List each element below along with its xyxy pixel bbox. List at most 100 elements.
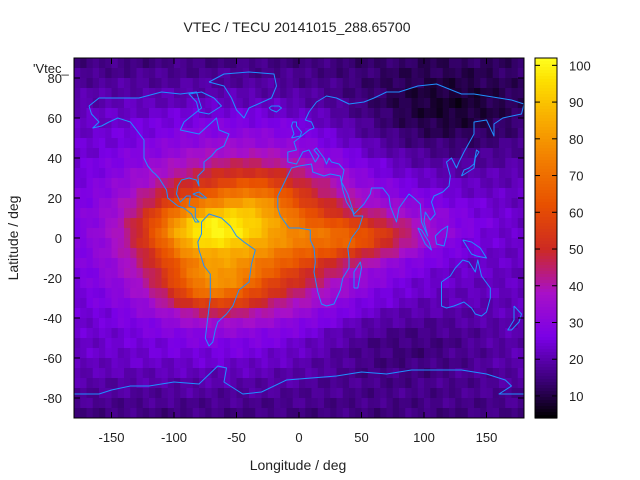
- heatmap-cell: [155, 198, 163, 209]
- heatmap-cell: [117, 238, 125, 249]
- heatmap-cell: [230, 318, 238, 329]
- heatmap-cell: [374, 308, 381, 319]
- heatmap-cell: [211, 88, 219, 99]
- heatmap-cell: [317, 348, 325, 359]
- heatmap-cell: [136, 228, 144, 239]
- heatmap-cell: [305, 268, 313, 279]
- heatmap-cell: [236, 378, 244, 389]
- heatmap-cell: [467, 398, 475, 409]
- heatmap-cell: [405, 228, 413, 239]
- heatmap-cell: [74, 338, 81, 349]
- heatmap-cell: [505, 128, 513, 139]
- heatmap-cell: [230, 178, 238, 189]
- heatmap-cell: [111, 288, 119, 299]
- heatmap-cell: [380, 148, 388, 159]
- heatmap-cell: [236, 128, 244, 139]
- heatmap-cell: [317, 218, 325, 229]
- heatmap-cell: [480, 118, 488, 129]
- heatmap-cell: [92, 168, 100, 179]
- heatmap-cell: [442, 88, 450, 99]
- heatmap-cell: [261, 128, 269, 139]
- heatmap-cell: [199, 98, 206, 109]
- heatmap-cell: [92, 318, 100, 329]
- heatmap-cell: [217, 188, 225, 199]
- heatmap-cell: [230, 168, 238, 179]
- heatmap-cell: [330, 318, 338, 329]
- heatmap-cell: [424, 198, 431, 209]
- heatmap-cell: [380, 58, 388, 69]
- heatmap-cell: [155, 58, 163, 69]
- heatmap-cell: [111, 68, 119, 79]
- heatmap-cell: [367, 378, 375, 389]
- heatmap-cell: [399, 258, 406, 269]
- heatmap-cell: [461, 58, 469, 69]
- heatmap-cell: [161, 358, 169, 369]
- heatmap-cell: [492, 108, 500, 119]
- heatmap-cell: [124, 338, 131, 349]
- heatmap-cell: [292, 308, 300, 319]
- heatmap-cell: [311, 298, 319, 309]
- heatmap-cell: [105, 128, 113, 139]
- colorbar-band: [535, 139, 557, 143]
- heatmap-cell: [511, 108, 519, 119]
- heatmap-cell: [86, 328, 94, 339]
- heatmap-cell: [311, 168, 319, 179]
- heatmap-cell: [505, 198, 513, 209]
- heatmap-cell: [392, 268, 400, 279]
- heatmap-cell: [124, 138, 131, 149]
- heatmap-cell: [199, 138, 206, 149]
- heatmap-cell: [317, 138, 325, 149]
- heatmap-cell: [492, 58, 500, 69]
- heatmap-cell: [161, 158, 169, 169]
- heatmap-cell: [311, 108, 319, 119]
- heatmap-cell: [192, 168, 200, 179]
- heatmap-cell: [242, 298, 250, 309]
- heatmap-cell: [255, 378, 263, 389]
- heatmap-cell: [292, 278, 300, 289]
- heatmap-cell: [374, 148, 381, 159]
- heatmap-cell: [99, 258, 106, 269]
- heatmap-cell: [161, 118, 169, 129]
- colorbar-band: [535, 328, 557, 332]
- heatmap-cell: [249, 268, 256, 279]
- heatmap-cell: [411, 98, 419, 109]
- heatmap-cell: [511, 238, 519, 249]
- heatmap-cell: [261, 288, 269, 299]
- heatmap-cell: [361, 158, 369, 169]
- heatmap-cell: [399, 148, 406, 159]
- heatmap-cell: [455, 388, 463, 399]
- heatmap-cell: [261, 238, 269, 249]
- heatmap-cell: [211, 238, 219, 249]
- colorbar-tick-label: 30: [569, 315, 583, 330]
- heatmap-cell: [349, 58, 356, 69]
- colorbar-band: [535, 325, 557, 329]
- heatmap-cell: [330, 148, 338, 159]
- heatmap-cell: [417, 408, 425, 418]
- coastline-africa: [277, 163, 364, 307]
- heatmap-cell: [261, 148, 269, 159]
- heatmap-cell: [486, 68, 494, 79]
- heatmap-cell: [205, 118, 213, 129]
- heatmap-cell: [236, 218, 244, 229]
- heatmap-cell: [374, 138, 381, 149]
- heatmap-cell: [149, 338, 156, 349]
- heatmap-cell: [511, 68, 519, 79]
- heatmap-cell: [492, 258, 500, 269]
- heatmap-cell: [499, 68, 506, 79]
- heatmap-cell: [99, 228, 106, 239]
- heatmap-cell: [74, 188, 81, 199]
- heatmap-cell: [455, 348, 463, 359]
- heatmap-cell: [124, 258, 131, 269]
- heatmap-cell: [224, 288, 231, 299]
- heatmap-cell: [105, 138, 113, 149]
- heatmap-cell: [517, 408, 524, 418]
- heatmap-cell: [299, 318, 306, 329]
- heatmap-cell: [349, 118, 356, 129]
- heatmap-cell: [405, 298, 413, 309]
- heatmap-cell: [311, 198, 319, 209]
- heatmap-cell: [486, 208, 494, 219]
- heatmap-cell: [411, 248, 419, 259]
- heatmap-cell: [367, 228, 375, 239]
- heatmap-cell: [136, 208, 144, 219]
- colorbar-band: [535, 268, 557, 272]
